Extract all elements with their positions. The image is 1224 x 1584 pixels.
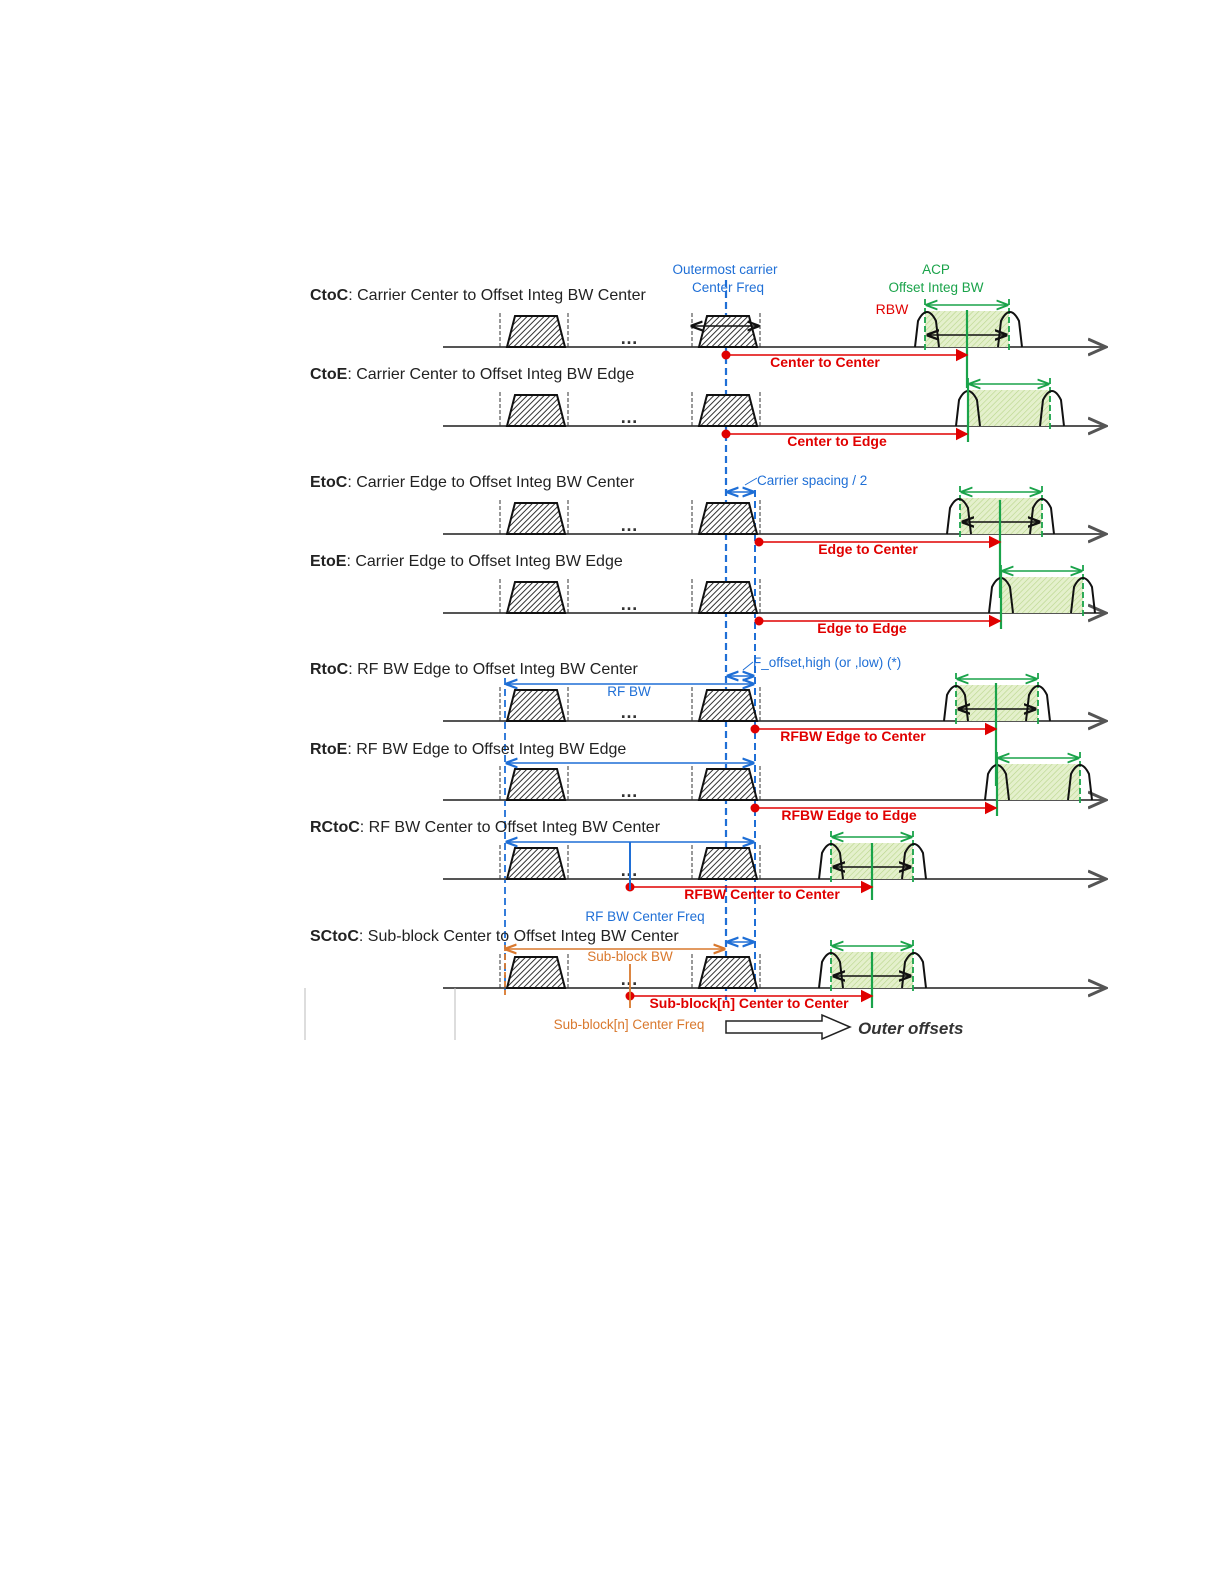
- rbw-filter-shape: [943, 685, 969, 722]
- row-key: RCtoC: [310, 819, 360, 836]
- rf-bw-center-freq-label: RF BW Center Freq: [585, 909, 704, 924]
- row-colon: :: [347, 741, 356, 758]
- measurement-label: Edge to Edge: [817, 620, 907, 636]
- row-description: RF BW Center to Offset Integ BW Center: [369, 819, 661, 836]
- f-offset-label: F_offset,high (or ,low) (*): [753, 655, 901, 670]
- row-label: EtoC: Carrier Edge to Offset Integ BW Ce…: [310, 474, 635, 491]
- row-description: Sub-block Center to Offset Integ BW Cent…: [368, 928, 680, 945]
- row-label: RtoC: RF BW Edge to Offset Integ BW Cent…: [310, 661, 638, 678]
- acp-label: ACP: [922, 262, 950, 277]
- row-colon: :: [348, 661, 357, 678]
- measurement-label: RFBW Edge to Edge: [781, 807, 917, 823]
- rbw-label: RBW: [876, 301, 909, 317]
- row-label: RCtoC: RF BW Center to Offset Integ BW C…: [310, 819, 661, 836]
- measurement-label: Edge to Center: [818, 541, 918, 557]
- row-colon: :: [359, 928, 368, 945]
- row-description: Carrier Edge to Offset Integ BW Center: [356, 474, 635, 491]
- f-offset-leader: [742, 661, 754, 671]
- carrier-1-spectrum: [505, 394, 567, 427]
- carrier-1-spectrum: [505, 768, 567, 801]
- more-carriers-ellipsis: …: [620, 969, 638, 989]
- carrier-1-spectrum: [505, 956, 567, 989]
- rbw-filter-shape: [818, 952, 844, 989]
- row-colon: :: [348, 287, 357, 304]
- row-label: RtoE: RF BW Edge to Offset Integ BW Edge: [310, 741, 626, 758]
- more-carriers-ellipsis: …: [620, 594, 638, 614]
- carrier-2-spectrum: [697, 394, 759, 427]
- carrier-1-spectrum: [505, 689, 567, 722]
- row-key: CtoC: [310, 287, 349, 304]
- row-key: EtoE: [310, 553, 347, 570]
- outer-offsets-arrow-icon: [725, 1013, 852, 1041]
- acp-integration-region: [968, 390, 1050, 426]
- rbw-filter-shape: [946, 498, 972, 535]
- rf-bw-label: RF BW: [607, 684, 651, 699]
- row-label: EtoE: Carrier Edge to Offset Integ BW Ed…: [310, 553, 623, 570]
- carrier-2-spectrum: [697, 581, 759, 614]
- more-carriers-ellipsis: …: [620, 328, 638, 348]
- carrier-spacing-leader: [744, 477, 758, 486]
- rbw-filter-shape: [1029, 498, 1055, 535]
- more-carriers-ellipsis: …: [620, 702, 638, 722]
- row-colon: :: [360, 819, 369, 836]
- rbw-filter-shape: [914, 311, 940, 348]
- rbw-filter-shape: [818, 843, 844, 880]
- carrier-2-spectrum: [697, 689, 759, 722]
- carrier-2-spectrum: [697, 956, 759, 989]
- rbw-filter-shape: [1067, 764, 1093, 801]
- row-colon: :: [347, 366, 356, 383]
- row-key: RtoE: [310, 741, 348, 758]
- rbw-filter-shape: [1070, 577, 1096, 614]
- more-carriers-ellipsis: …: [620, 781, 638, 801]
- row-key: SCtoC: [310, 928, 359, 945]
- carrier-1-spectrum: [505, 502, 567, 535]
- row-description: Carrier Edge to Offset Integ BW Edge: [355, 553, 622, 570]
- carrier-1-spectrum: [505, 847, 567, 880]
- carrier-spacing-label: Carrier spacing / 2: [757, 473, 867, 488]
- outermost-carrier-label: Outermost carrier: [672, 262, 778, 277]
- rbw-filter-shape: [1039, 390, 1065, 427]
- more-carriers-ellipsis: …: [620, 407, 638, 427]
- row-label: SCtoC: Sub-block Center to Offset Integ …: [310, 928, 679, 945]
- row-description: Carrier Center to Offset Integ BW Center: [357, 287, 646, 304]
- carrier-2-spectrum: [697, 502, 759, 535]
- row-label: CtoC: Carrier Center to Offset Integ BW …: [310, 287, 646, 304]
- measurement-label: Center to Center: [770, 354, 880, 370]
- carrier-2-spectrum: [697, 315, 759, 348]
- outer-offsets-label: Outer offsets: [858, 1019, 964, 1038]
- row-description: RF BW Edge to Offset Integ BW Edge: [356, 741, 626, 758]
- row-description: RF BW Edge to Offset Integ BW Center: [357, 661, 638, 678]
- row-description: Carrier Center to Offset Integ BW Edge: [356, 366, 634, 383]
- measurement-label: RFBW Center to Center: [684, 886, 840, 902]
- carrier-1-spectrum: [505, 581, 567, 614]
- rbw-filter-shape: [1025, 685, 1051, 722]
- more-carriers-ellipsis: …: [620, 515, 638, 535]
- carrier-2-spectrum: [697, 847, 759, 880]
- row-key: RtoC: [310, 661, 349, 678]
- carrier-1-spectrum: [505, 315, 567, 348]
- measurement-label: Center to Edge: [787, 433, 887, 449]
- row-label: CtoE: Carrier Center to Offset Integ BW …: [310, 366, 634, 383]
- acp-integration-region: [997, 764, 1080, 800]
- subblock-center-freq-label: Sub-block[n] Center Freq: [554, 1017, 705, 1032]
- measurement-label: Sub-block[n] Center to Center: [649, 995, 849, 1011]
- offset-integ-bw-label: Offset Integ BW: [888, 280, 983, 295]
- row-key: EtoC: [310, 474, 348, 491]
- rbw-filter-shape: [997, 311, 1023, 348]
- row-key: CtoE: [310, 366, 348, 383]
- carrier-2-spectrum: [697, 768, 759, 801]
- row-colon: :: [346, 553, 355, 570]
- row-colon: :: [347, 474, 356, 491]
- rbw-filter-shape: [901, 952, 927, 989]
- subblock-bw-label: Sub-block BW: [587, 949, 673, 964]
- acp-integration-region: [1001, 577, 1083, 613]
- rbw-filter-shape: [901, 843, 927, 880]
- measurement-label: RFBW Edge to Center: [780, 728, 926, 744]
- center-freq-label: Center Freq: [692, 280, 764, 295]
